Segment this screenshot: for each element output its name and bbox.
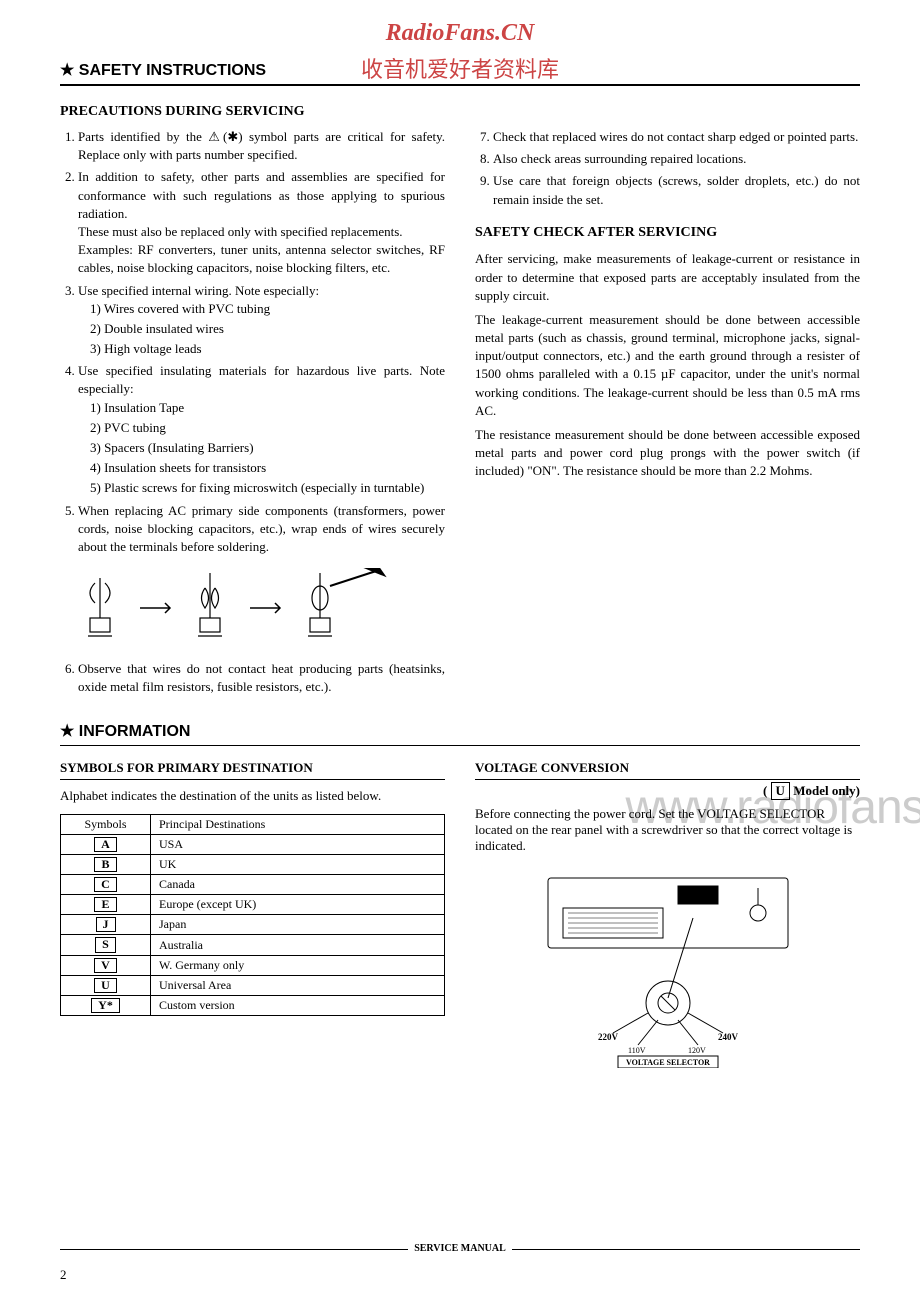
item-4-4: 4) Insulation sheets for transistors [90, 459, 445, 477]
symbols-col2: Principal Destinations [151, 814, 445, 834]
voltage-diagram: 220V 110V 120V 240V VOLTAGE SELECTOR [528, 868, 808, 1072]
symbols-column: SYMBOLS FOR PRIMARY DESTINATION Alphabet… [60, 760, 445, 1072]
v240-label: 240V [718, 1032, 739, 1042]
table-row: Y*Custom version [61, 996, 445, 1016]
safety-check-p2: The leakage-current measurement should b… [475, 311, 860, 420]
item-2c: Examples: RF converters, tuner units, an… [78, 242, 445, 275]
voltage-p1: Before connecting the power cord. Set th… [475, 806, 860, 854]
symbol-cell: J [61, 915, 151, 935]
symbol-cell: S [61, 935, 151, 955]
safety-check-title: SAFETY CHECK AFTER SERVICING [475, 223, 860, 243]
item-4-text: Use specified insulating materials for h… [78, 363, 445, 396]
v110-label: 110V [628, 1046, 646, 1055]
item-3-2: 2) Double insulated wires [90, 320, 445, 338]
destination-cell: W. Germany only [151, 955, 445, 975]
item-4-1: 1) Insulation Tape [90, 399, 445, 417]
precautions-title: PRECAUTIONS DURING SERVICING [60, 104, 860, 120]
destination-cell: Europe (except UK) [151, 895, 445, 915]
symbols-col1: Symbols [61, 814, 151, 834]
safety-check-p1: After servicing, make measurements of le… [475, 250, 860, 305]
item-2: In addition to safety, other parts and a… [78, 168, 445, 277]
table-row: VW. Germany only [61, 955, 445, 975]
table-row: BUK [61, 854, 445, 874]
voltage-model-note: ( U Model only) [475, 782, 860, 800]
footer-rule: SERVICE MANUAL [60, 1249, 860, 1261]
symbol-cell: U [61, 975, 151, 995]
destination-cell: Canada [151, 874, 445, 894]
v220-label: 220V [598, 1032, 619, 1042]
destination-cell: Australia [151, 935, 445, 955]
item-5: When replacing AC primary side component… [78, 502, 445, 557]
watermark-cn: 收音机爱好者资料库 [361, 52, 559, 84]
voltage-selector-label: VOLTAGE SELECTOR [626, 1058, 710, 1067]
symbol-cell: V [61, 955, 151, 975]
item-2a: In addition to safety, other parts and a… [78, 169, 445, 220]
watermark-top: RadioFans.CN [386, 20, 535, 47]
item-3-1: 1) Wires covered with PVC tubing [90, 300, 445, 318]
symbol-cell: A [61, 834, 151, 854]
safety-check-p3: The resistance measurement should be don… [475, 426, 860, 481]
voltage-model-text: Model only) [793, 783, 860, 798]
destination-cell: Japan [151, 915, 445, 935]
v120-label: 120V [688, 1046, 706, 1055]
table-row: JJapan [61, 915, 445, 935]
destination-cell: Universal Area [151, 975, 445, 995]
table-row: EEurope (except UK) [61, 895, 445, 915]
precautions-columns: Parts identified by the ⚠(✱) symbol part… [60, 128, 860, 701]
symbols-intro: Alphabet indicates the destination of th… [60, 788, 445, 804]
item-4-5: 5) Plastic screws for fixing microswitch… [90, 479, 445, 497]
table-row: SAustralia [61, 935, 445, 955]
item-3-text: Use specified internal wiring. Note espe… [78, 283, 319, 298]
symbols-title: SYMBOLS FOR PRIMARY DESTINATION [60, 760, 445, 780]
information-section: ★ INFORMATION SYMBOLS FOR PRIMARY DESTIN… [60, 721, 860, 1072]
voltage-title: VOLTAGE CONVERSION [475, 760, 860, 780]
item-7: Check that replaced wires do not contact… [493, 128, 860, 146]
right-column: Check that replaced wires do not contact… [475, 128, 860, 701]
item-1: Parts identified by the ⚠(✱) symbol part… [78, 128, 445, 164]
item-3: Use specified internal wiring. Note espe… [78, 282, 445, 359]
item-8: Also check areas surrounding repaired lo… [493, 150, 860, 168]
table-row: CCanada [61, 874, 445, 894]
soldering-diagram [80, 568, 445, 648]
page-number: 2 [60, 1267, 67, 1283]
item-4-3: 3) Spacers (Insulating Barriers) [90, 439, 445, 457]
destination-cell: UK [151, 854, 445, 874]
left-column: Parts identified by the ⚠(✱) symbol part… [60, 128, 445, 701]
item-6: Observe that wires do not contact heat p… [78, 660, 445, 696]
symbols-table: Symbols Principal Destinations AUSABUKCC… [60, 814, 445, 1017]
voltage-column: VOLTAGE CONVERSION ( U Model only) Befor… [475, 760, 860, 1072]
table-row: UUniversal Area [61, 975, 445, 995]
destination-cell: Custom version [151, 996, 445, 1016]
table-row: AUSA [61, 834, 445, 854]
item-3-3: 3) High voltage leads [90, 340, 445, 358]
item-9: Use care that foreign objects (screws, s… [493, 172, 860, 208]
symbol-cell: B [61, 854, 151, 874]
symbol-cell: C [61, 874, 151, 894]
item-4-2: 2) PVC tubing [90, 419, 445, 437]
item-4: Use specified insulating materials for h… [78, 362, 445, 497]
info-header: ★ INFORMATION [60, 721, 860, 746]
item-2b: These must also be replaced only with sp… [78, 224, 403, 239]
symbol-cell: Y* [61, 996, 151, 1016]
footer-label: SERVICE MANUAL [408, 1243, 512, 1254]
symbol-cell: E [61, 895, 151, 915]
destination-cell: USA [151, 834, 445, 854]
